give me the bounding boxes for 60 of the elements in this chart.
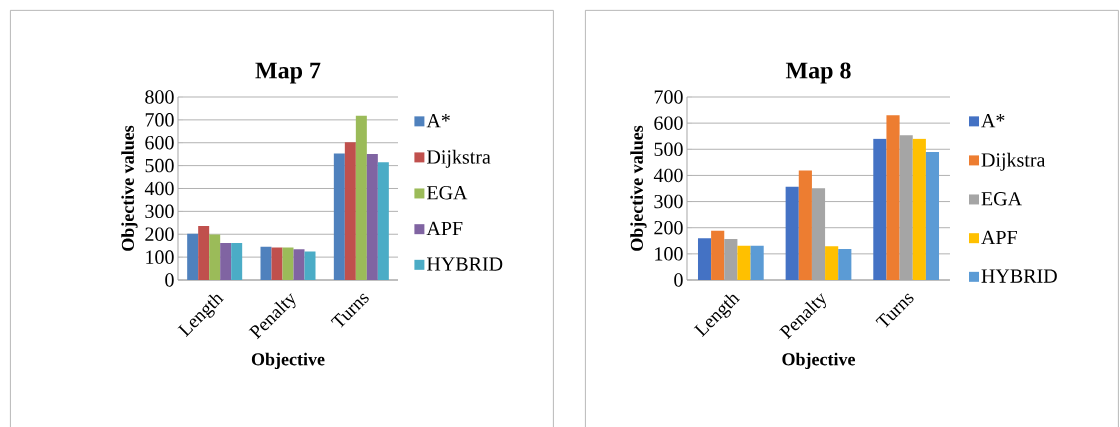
bar <box>785 186 799 280</box>
y-tick-label: 100 <box>146 250 174 264</box>
bar <box>220 242 232 280</box>
bar <box>209 234 221 280</box>
y-tick-label: 600 <box>145 136 174 150</box>
legend-label: A* <box>426 114 450 128</box>
bar <box>355 115 367 280</box>
bar <box>711 230 725 280</box>
bar <box>697 238 712 280</box>
legend-label: EGA <box>426 186 468 200</box>
bar <box>750 245 764 280</box>
x-axis-title: Objective <box>251 352 325 370</box>
legend-label: Dijkstra <box>426 149 491 168</box>
y-tick-label: 100 <box>655 247 683 261</box>
y-tick-label: 500 <box>145 158 174 173</box>
chart-title: Map 7 <box>255 62 321 84</box>
bar <box>838 248 852 280</box>
bar <box>366 153 378 280</box>
y-tick-label: 200 <box>145 227 174 241</box>
legend-label: HYBRID <box>426 257 503 271</box>
bar <box>231 242 243 280</box>
y-tick-label: 700 <box>145 113 174 127</box>
bar <box>825 246 839 280</box>
bar <box>304 251 316 280</box>
bar <box>344 142 356 280</box>
y-tick-label: 400 <box>653 168 683 183</box>
bar <box>886 115 900 280</box>
y-tick-label: 200 <box>654 220 683 235</box>
y-tick-label: 500 <box>654 142 683 157</box>
bar <box>293 249 305 280</box>
legend-label: APF <box>981 230 1017 245</box>
bar <box>260 246 272 280</box>
y-axis-title: Objective values <box>121 125 138 251</box>
chart-title: Map 8 <box>785 62 851 84</box>
legend-label: EGA <box>981 192 1022 206</box>
y-axis-title: Objective values <box>630 125 647 251</box>
y-tick-label: 300 <box>654 194 683 209</box>
y-tick-label: 800 <box>145 90 174 104</box>
y-tick-label: 700 <box>654 90 683 104</box>
legend-label: A* <box>981 114 1005 128</box>
bar <box>925 151 940 280</box>
legend-label: HYBRID <box>981 269 1057 283</box>
bar <box>282 247 294 280</box>
y-tick-label: 300 <box>145 204 174 219</box>
bar <box>333 153 345 280</box>
y-tick-label: 600 <box>654 116 683 130</box>
bar <box>187 233 199 280</box>
legend-label: Dijkstra <box>981 152 1046 171</box>
bar <box>737 245 751 280</box>
legend-label: APF <box>426 221 463 236</box>
bar <box>198 226 210 280</box>
bar <box>271 247 283 280</box>
x-axis-title: Objective <box>782 352 856 370</box>
bar <box>912 138 926 280</box>
y-tick-label: 400 <box>144 181 174 196</box>
bar <box>873 138 887 280</box>
bar <box>798 170 812 280</box>
y-tick-label: 0 <box>165 273 174 287</box>
bar <box>377 162 389 280</box>
y-tick-label: 0 <box>674 273 683 287</box>
